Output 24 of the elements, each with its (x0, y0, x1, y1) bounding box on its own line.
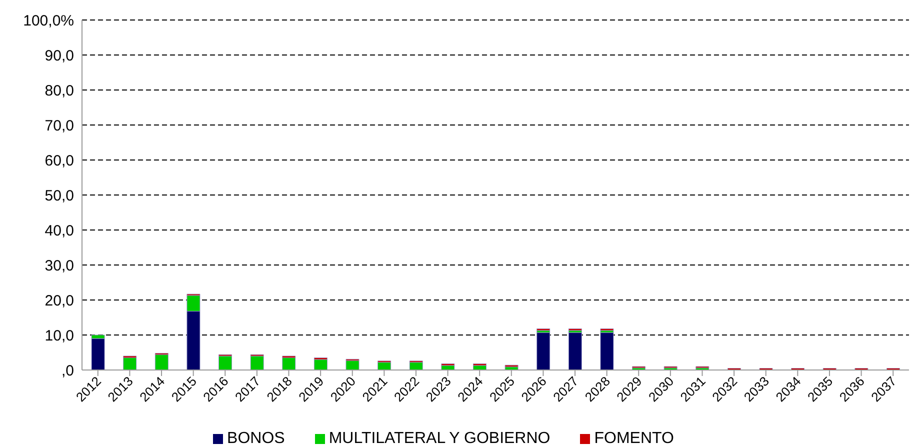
y-tick-label: 80,0 (44, 82, 74, 100)
bar (282, 358, 296, 370)
bar (154, 354, 168, 370)
y-tick-label: 60,0 (44, 152, 74, 170)
legend-label: MULTILATERAL Y GOBIERNO (328, 430, 550, 447)
bar (536, 332, 550, 370)
y-tick-label: 40,0 (44, 222, 74, 240)
legend-label: BONOS (227, 430, 285, 447)
bar (123, 358, 137, 370)
y-tick-label: ,0 (61, 362, 74, 380)
y-tick-label: 70,0 (44, 117, 74, 134)
y-tick-label: 30,0 (44, 257, 74, 274)
legend-label: FOMENTO (594, 430, 674, 447)
bar (346, 360, 360, 370)
bar (568, 332, 582, 370)
y-tick-label: 90,0 (44, 47, 74, 64)
y-tick-label: 20,0 (44, 292, 74, 310)
bar (218, 356, 232, 370)
y-tick-label: 100,0% (23, 12, 74, 30)
bar (91, 338, 105, 370)
bar (250, 356, 264, 370)
y-tick-label: 50,0 (44, 187, 74, 204)
bar (600, 332, 614, 370)
y-tick-label: 10,0 (44, 327, 74, 344)
